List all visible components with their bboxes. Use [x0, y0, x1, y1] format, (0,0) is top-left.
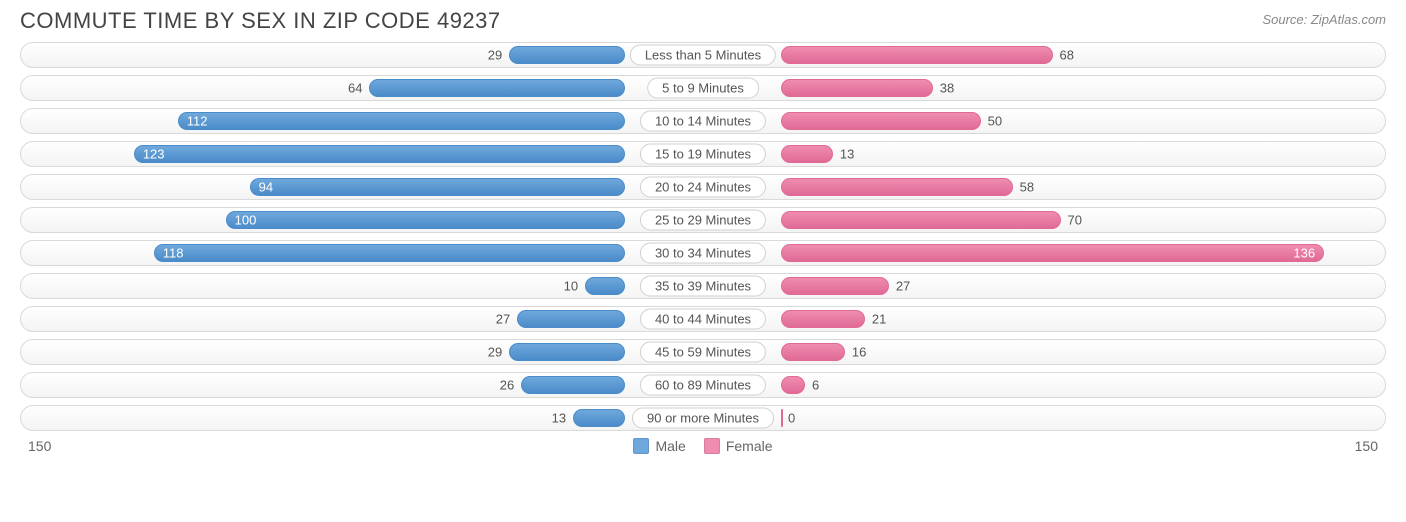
male-bar	[509, 343, 625, 361]
chart-row: 25 to 29 Minutes 100 70	[20, 207, 1386, 233]
male-bar	[521, 376, 625, 394]
row-category-label: 25 to 29 Minutes	[640, 210, 766, 231]
male-bar: 123	[134, 145, 625, 163]
legend-female-swatch	[704, 438, 720, 454]
female-bar	[781, 211, 1061, 229]
female-bar	[781, 310, 865, 328]
row-category-label: 5 to 9 Minutes	[647, 78, 759, 99]
chart-row: Less than 5 Minutes 29 68	[20, 42, 1386, 68]
male-value: 64	[348, 81, 362, 96]
chart-row: 45 to 59 Minutes 29 16	[20, 339, 1386, 365]
female-value: 21	[872, 312, 886, 327]
female-value: 68	[1060, 48, 1074, 63]
female-value: 27	[896, 279, 910, 294]
legend-female: Female	[704, 438, 773, 454]
female-bar	[781, 46, 1053, 64]
female-value: 16	[852, 345, 866, 360]
row-category-label: 90 or more Minutes	[632, 408, 774, 429]
male-bar	[585, 277, 625, 295]
male-value: 26	[500, 378, 514, 393]
female-value: 38	[940, 81, 954, 96]
male-bar: 94	[250, 178, 625, 196]
female-value: 0	[788, 411, 795, 426]
female-bar	[781, 409, 783, 427]
chart-source: Source: ZipAtlas.com	[1262, 8, 1386, 27]
row-category-label: 45 to 59 Minutes	[640, 342, 766, 363]
female-value: 50	[988, 114, 1002, 129]
male-bar: 112	[178, 112, 625, 130]
female-bar	[781, 79, 933, 97]
female-value: 13	[840, 147, 854, 162]
female-bar	[781, 277, 889, 295]
row-category-label: 20 to 24 Minutes	[640, 177, 766, 198]
chart-row: 5 to 9 Minutes 64 38	[20, 75, 1386, 101]
male-bar	[509, 46, 625, 64]
legend-male-label: Male	[655, 438, 685, 454]
male-value: 112	[187, 114, 208, 129]
chart-row: 40 to 44 Minutes 27 21	[20, 306, 1386, 332]
male-bar: 100	[226, 211, 625, 229]
chart-row: 20 to 24 Minutes 94 58	[20, 174, 1386, 200]
female-value: 70	[1068, 213, 1082, 228]
male-value: 94	[259, 180, 273, 195]
female-value: 58	[1020, 180, 1034, 195]
axis-right-max: 150	[1355, 438, 1378, 454]
female-bar	[781, 178, 1013, 196]
legend-male: Male	[633, 438, 685, 454]
legend-male-swatch	[633, 438, 649, 454]
row-category-label: Less than 5 Minutes	[630, 45, 776, 66]
female-bar	[781, 145, 833, 163]
legend: Male Female	[633, 438, 772, 454]
female-bar	[781, 112, 981, 130]
male-value: 123	[143, 147, 165, 162]
row-category-label: 60 to 89 Minutes	[640, 375, 766, 396]
male-bar	[573, 409, 625, 427]
male-value: 118	[163, 246, 184, 261]
chart-row: 60 to 89 Minutes 26 6	[20, 372, 1386, 398]
chart-row: 15 to 19 Minutes 123 13	[20, 141, 1386, 167]
male-value: 100	[235, 213, 257, 228]
female-bar	[781, 376, 805, 394]
chart-row: 35 to 39 Minutes 10 27	[20, 273, 1386, 299]
row-category-label: 30 to 34 Minutes	[640, 243, 766, 264]
chart-footer: 150 Male Female 150	[0, 438, 1406, 454]
butterfly-chart: Less than 5 Minutes 29 68 5 to 9 Minutes 64 3…	[0, 38, 1406, 431]
male-value: 27	[496, 312, 510, 327]
female-bar: 136	[781, 244, 1324, 262]
row-category-label: 40 to 44 Minutes	[640, 309, 766, 330]
row-category-label: 10 to 14 Minutes	[640, 111, 766, 132]
male-value: 13	[552, 411, 566, 426]
female-value: 6	[812, 378, 819, 393]
male-bar	[369, 79, 625, 97]
chart-row: 30 to 34 Minutes 118 136	[20, 240, 1386, 266]
axis-left-max: 150	[28, 438, 51, 454]
male-bar	[517, 310, 625, 328]
chart-row: 10 to 14 Minutes 112 50	[20, 108, 1386, 134]
chart-row: 90 or more Minutes 13 0	[20, 405, 1386, 431]
male-value: 29	[488, 48, 502, 63]
row-category-label: 35 to 39 Minutes	[640, 276, 766, 297]
female-value: 136	[1293, 246, 1315, 261]
male-value: 10	[564, 279, 578, 294]
row-category-label: 15 to 19 Minutes	[640, 144, 766, 165]
legend-female-label: Female	[726, 438, 773, 454]
female-bar	[781, 343, 845, 361]
male-bar: 118	[154, 244, 625, 262]
chart-title: COMMUTE TIME BY SEX IN ZIP CODE 49237	[20, 8, 501, 34]
male-value: 29	[488, 345, 502, 360]
chart-header: COMMUTE TIME BY SEX IN ZIP CODE 49237 So…	[0, 0, 1406, 38]
